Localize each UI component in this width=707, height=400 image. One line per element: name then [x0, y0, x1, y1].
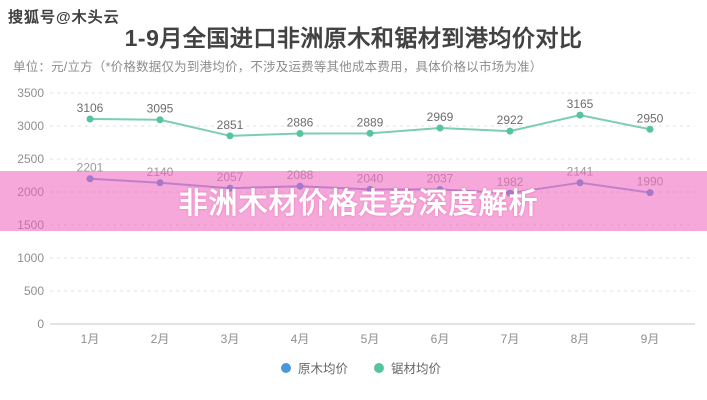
data-point-label: 2851: [217, 118, 244, 132]
legend-marker-sawn-icon: [374, 362, 384, 373]
y-tick-label: 0: [37, 317, 44, 331]
data-point-label: 2886: [287, 116, 314, 130]
y-tick-label: 3500: [17, 86, 44, 100]
promo-banner-text: 非洲木材价格走势深度解析: [178, 188, 539, 220]
x-tick-label: 4月: [291, 332, 310, 346]
data-point: [366, 129, 374, 137]
chart-legend: 原木均价 锯材均价: [280, 358, 441, 377]
x-tick-label: 1月: [81, 332, 100, 346]
data-point-label: 2969: [427, 110, 454, 124]
legend-marker-log-icon: [280, 362, 291, 373]
data-point-label: 2889: [357, 115, 384, 129]
data-point: [506, 127, 514, 135]
y-tick-label: 2500: [17, 152, 44, 166]
data-point-label: 3106: [77, 101, 104, 115]
legend-label-log: 原木均价: [297, 362, 348, 376]
x-tick-label: 2月: [151, 332, 170, 346]
legend-label-sawn: 锯材均价: [391, 362, 442, 376]
x-tick-label: 7月: [501, 332, 520, 346]
data-point: [226, 132, 234, 140]
x-tick-label: 5月: [361, 332, 380, 346]
data-point: [436, 124, 444, 132]
x-tick-label: 6月: [431, 332, 450, 346]
data-point: [576, 111, 584, 119]
legend-item-log-price[interactable]: 原木均价: [280, 358, 348, 377]
y-tick-label: 1000: [17, 251, 44, 265]
promo-banner-overlay: 非洲木材价格走势深度解析: [0, 171, 707, 231]
data-point-label: 3165: [567, 97, 594, 111]
data-point: [156, 116, 164, 124]
y-tick-label: 500: [24, 284, 44, 298]
data-point: [646, 125, 654, 133]
data-point-label: 2922: [497, 113, 524, 127]
chart-unit-note: 单位：元/立方（*价格数据仅为到港均价，不涉及运费等其他成本费用，具体价格以市场…: [13, 60, 543, 74]
data-point: [86, 115, 94, 123]
data-point: [296, 130, 304, 138]
page-title: 1-9月全国进口非洲原木和锯材到港均价对比: [124, 25, 583, 51]
data-point-label: 3095: [147, 102, 174, 116]
sohu-account-watermark: 搜狐号@木头云: [8, 9, 120, 26]
legend-item-sawn-price[interactable]: 锯材均价: [374, 358, 441, 377]
x-tick-label: 9月: [641, 332, 660, 346]
y-tick-label: 3000: [17, 119, 44, 133]
x-tick-label: 8月: [571, 332, 590, 346]
data-point-label: 2950: [637, 111, 664, 125]
x-tick-label: 3月: [221, 332, 240, 346]
